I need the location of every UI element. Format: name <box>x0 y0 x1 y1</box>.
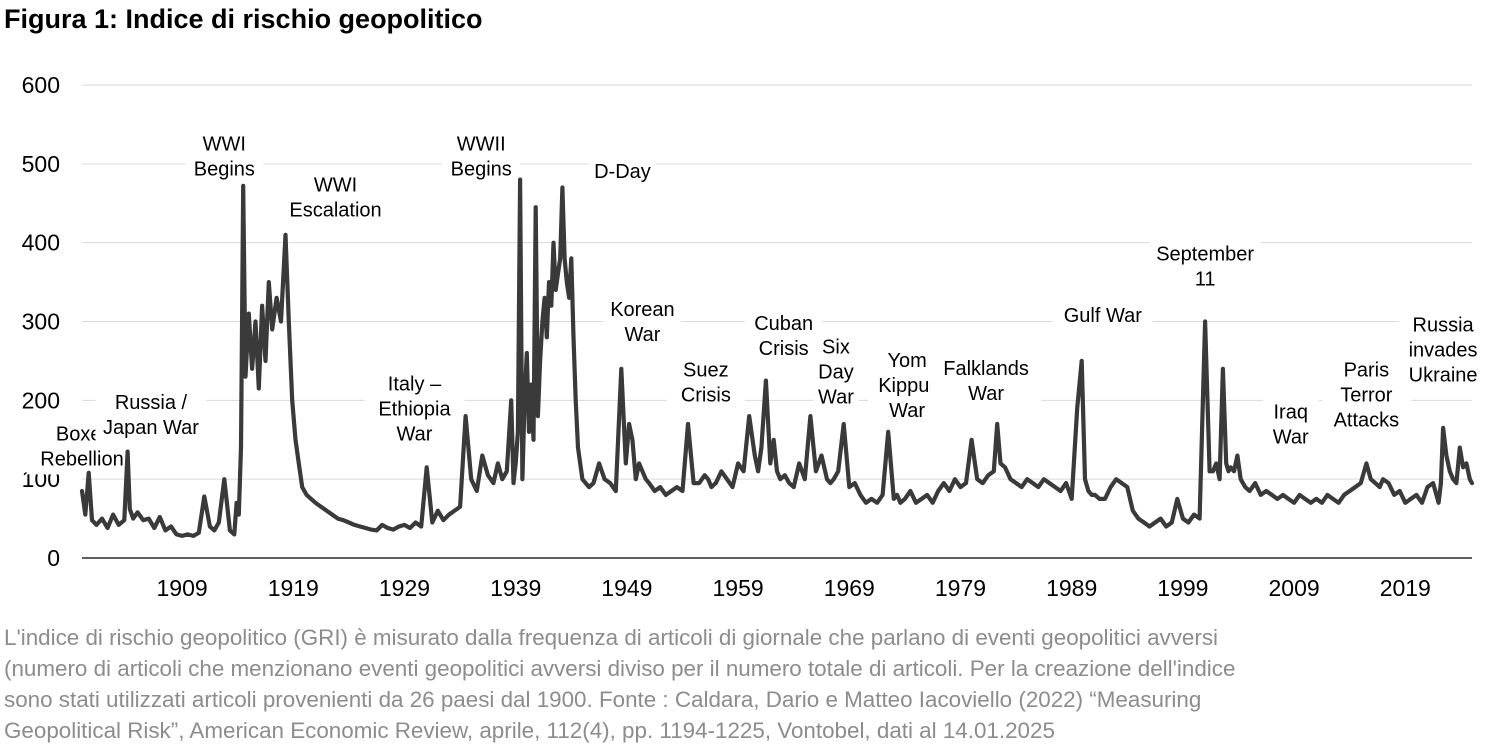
y-tick-label: 200 <box>22 387 60 413</box>
y-tick-label: 300 <box>22 309 60 335</box>
annotation-backing <box>1052 300 1153 332</box>
annotation-label: invades <box>1409 340 1478 362</box>
footnote-line: sono stati utilizzati articoli provenien… <box>4 687 1202 712</box>
annotation-backing <box>744 308 823 365</box>
annotation-label: War <box>889 400 925 422</box>
annotation-label: Crisis <box>759 338 809 360</box>
annotation-backing <box>185 128 264 185</box>
series-line <box>79 177 1475 539</box>
x-axis-ticks: 1909 1919 1929 1939 1949 1959 1969 1979 1989 1999… <box>156 575 1430 601</box>
annotation-label: War <box>624 324 660 346</box>
annotation-backing <box>1398 309 1488 391</box>
annotation-label: Falklands <box>943 358 1029 380</box>
annotation-label: Ethiopia <box>378 399 451 421</box>
annotation-label: Iraq <box>1274 401 1308 423</box>
annotation-backing <box>813 331 859 413</box>
footnote-line: L'indice di rischio geopolitico (GRI) è … <box>4 625 1219 650</box>
annotation-label: Japan War <box>103 417 199 439</box>
y-tick-label: 500 <box>22 151 60 177</box>
annotation-label: Crisis <box>681 385 731 407</box>
annotation-label: Korean <box>610 299 675 321</box>
chart-title: Figura 1: Indice di rischio geopolitico <box>4 4 483 34</box>
annotation-label: Escalation <box>289 199 381 221</box>
annotation-label: Rebellion <box>40 448 123 470</box>
annotation-backing <box>603 293 682 350</box>
y-tick-label: 400 <box>22 230 60 256</box>
footnote-line: Geopolitical Risk”, American Economic Re… <box>4 718 1055 743</box>
annotation-backing <box>442 128 521 185</box>
annotation-label: Suez <box>683 360 729 382</box>
x-tick-label: 2019 <box>1380 575 1431 601</box>
annotation-label: Begins <box>194 158 255 180</box>
annotation-label: 11 <box>1195 269 1216 291</box>
annotation-label: Italy – <box>388 374 442 396</box>
event-annotations: Boxer Rebellion Russia / Japan War WWI Begins… <box>26 128 1488 475</box>
x-tick-label: 1949 <box>601 575 652 601</box>
annotation-label: Gulf War <box>1064 305 1142 327</box>
x-tick-label: 1929 <box>379 575 430 601</box>
annotation-label: Day <box>818 362 854 384</box>
annotation-label: Begins <box>451 158 512 180</box>
x-tick-label: 1919 <box>268 575 319 601</box>
annotation-label: War <box>968 383 1004 405</box>
annotation-label: WWII <box>457 133 506 155</box>
annotation-backing <box>364 368 465 450</box>
annotation-backing <box>1262 396 1319 453</box>
footnote-line: (numero di articoli che menzionano event… <box>4 656 1236 681</box>
x-tick-label: 1959 <box>712 575 763 601</box>
annotation-label: Russia <box>1413 315 1475 337</box>
annotation-label: Yom <box>887 350 926 372</box>
annotation-label: September <box>1156 244 1254 266</box>
annotation-backing <box>930 352 1042 409</box>
annotation-backing <box>1321 354 1411 436</box>
annotation-label: Kippur <box>878 375 936 397</box>
x-tick-label: 2009 <box>1268 575 1319 601</box>
annotation-backing <box>588 155 656 187</box>
annotation-label: Terror <box>1340 385 1393 407</box>
annotation-label: WWI <box>203 133 246 155</box>
annotation-backing <box>274 169 397 226</box>
annotation-label: War <box>397 424 433 446</box>
x-tick-label: 1979 <box>935 575 986 601</box>
annotation-label: Ukraine <box>1409 365 1478 387</box>
y-tick-label: 600 <box>22 72 60 98</box>
annotation-label: WWI <box>314 174 357 196</box>
source-footnote: L'indice di rischio geopolitico (GRI) è … <box>4 622 1474 746</box>
x-tick-label: 1939 <box>490 575 541 601</box>
annotation-backing <box>95 386 207 443</box>
annotation-label: Boxer <box>56 423 109 445</box>
annotation-label: War <box>818 387 854 409</box>
x-tick-label: 1999 <box>1157 575 1208 601</box>
annotation-label: War <box>1273 426 1309 448</box>
annotation-backing <box>1149 238 1261 295</box>
annotation-label: Russia / <box>115 392 188 414</box>
annotation-label: D-Day <box>594 161 651 183</box>
y-tick-label: 0 <box>47 545 60 571</box>
annotation-backing <box>666 354 745 411</box>
annotation-label: Six <box>822 337 850 359</box>
series-lines <box>79 177 1475 539</box>
annotation-label: Paris <box>1344 360 1390 382</box>
x-tick-label: 1909 <box>156 575 207 601</box>
annotation-label: Attacks <box>1334 410 1400 432</box>
x-tick-label: 1989 <box>1046 575 1097 601</box>
grid-lines <box>82 84 1472 559</box>
annotation-label: Cuban <box>754 313 813 335</box>
x-tick-label: 1969 <box>824 575 875 601</box>
